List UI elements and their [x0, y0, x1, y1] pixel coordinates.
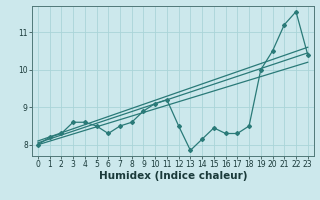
X-axis label: Humidex (Indice chaleur): Humidex (Indice chaleur) — [99, 171, 247, 181]
